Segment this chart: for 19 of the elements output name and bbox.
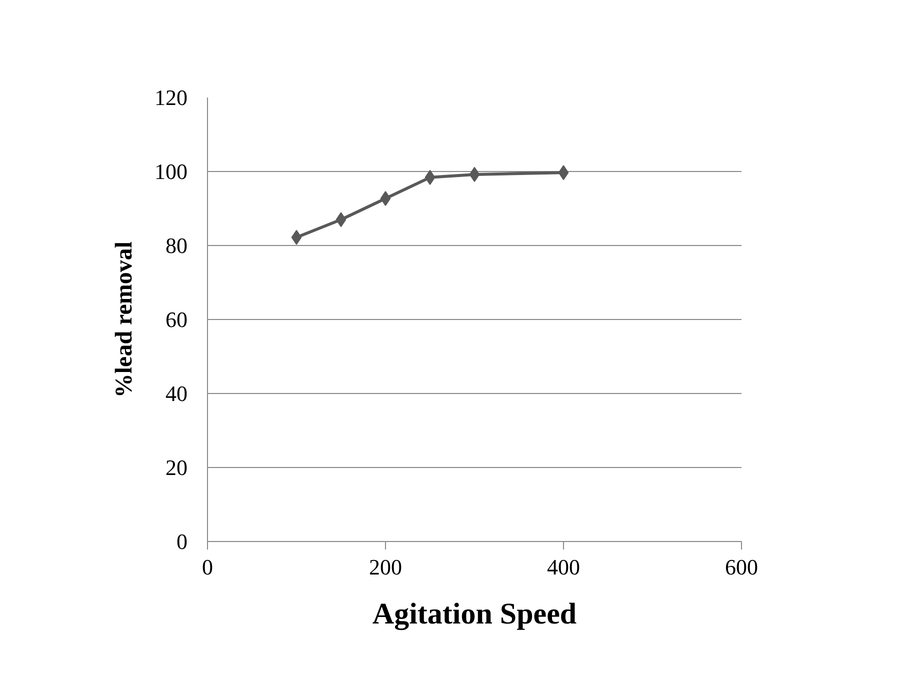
y-tick-label: 20 bbox=[166, 455, 188, 480]
point bbox=[469, 166, 480, 182]
y-tick-label: 0 bbox=[176, 529, 188, 554]
point bbox=[424, 170, 436, 185]
x-tick-label: 600 bbox=[725, 554, 758, 580]
x-tick-label: 200 bbox=[369, 554, 402, 580]
x-axis-title: Agitation Speed bbox=[372, 598, 577, 630]
point bbox=[336, 212, 346, 228]
point bbox=[558, 165, 569, 180]
y-tick-label: 100 bbox=[154, 159, 188, 184]
y-axis-title: %lead removal bbox=[112, 241, 138, 398]
y-tick-label: 60 bbox=[166, 307, 188, 332]
y-tick-label: 40 bbox=[166, 381, 188, 406]
x-tick-label: 0 bbox=[202, 554, 213, 580]
y-tick-label: 120 bbox=[154, 85, 188, 110]
point bbox=[380, 191, 391, 206]
y-tick-label: 80 bbox=[166, 233, 188, 258]
point bbox=[291, 230, 302, 245]
x-tick-label: 400 bbox=[547, 554, 580, 580]
